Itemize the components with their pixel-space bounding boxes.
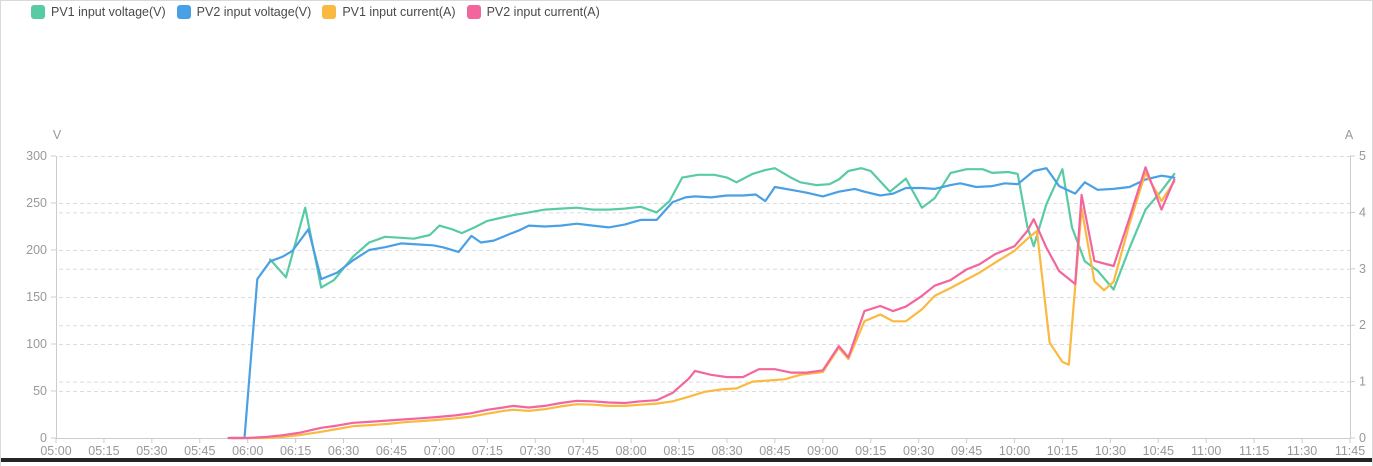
right-tick-label: 4 bbox=[1359, 205, 1366, 219]
x-tick-label: 09:30 bbox=[903, 444, 934, 458]
x-tick-label: 05:30 bbox=[136, 444, 167, 458]
x-tick-label: 06:00 bbox=[232, 444, 263, 458]
x-tick-label: 11:00 bbox=[1191, 444, 1221, 458]
x-tick-label: 05:45 bbox=[184, 444, 215, 458]
left-axis-unit: V bbox=[53, 128, 62, 142]
right-tick-label: 5 bbox=[1359, 149, 1366, 163]
x-tick-label: 08:45 bbox=[759, 444, 790, 458]
x-tick-label: 10:30 bbox=[1095, 444, 1126, 458]
x-tick-label: 07:15 bbox=[472, 444, 503, 458]
x-tick-label: 07:45 bbox=[568, 444, 599, 458]
pv2_current-legend-swatch-icon bbox=[466, 5, 481, 19]
x-tick-label: 11:45 bbox=[1335, 444, 1365, 458]
right-tick-label: 2 bbox=[1359, 318, 1366, 332]
series-line-pv2_voltage[interactable] bbox=[230, 167, 1176, 440]
x-tick-label: 11:15 bbox=[1239, 444, 1269, 458]
left-tick-label: 50 bbox=[33, 384, 47, 398]
right-tick-label: 1 bbox=[1359, 375, 1366, 389]
x-tick-label: 08:15 bbox=[663, 444, 694, 458]
x-tick-label: 10:45 bbox=[1143, 444, 1174, 458]
panel-bottom-edge bbox=[1, 458, 1372, 462]
left-tick-label: 0 bbox=[40, 431, 47, 445]
x-tick-label: 08:00 bbox=[615, 444, 646, 458]
legend-label: PV1 input voltage(V) bbox=[51, 5, 166, 19]
legend-label: PV2 input voltage(V) bbox=[196, 5, 312, 19]
x-tick-label: 08:30 bbox=[711, 444, 742, 458]
legend-item-pv2_current[interactable]: PV2 input current(A) bbox=[466, 5, 600, 19]
left-tick-label: 250 bbox=[26, 196, 47, 210]
x-tick-label: 11:30 bbox=[1287, 444, 1317, 458]
x-tick-label: 09:00 bbox=[807, 444, 838, 458]
right-tick-label: 3 bbox=[1359, 262, 1366, 276]
right-tick-label: 0 bbox=[1359, 431, 1366, 445]
series-line-pv2_current[interactable] bbox=[227, 166, 1176, 440]
left-tick-label: 150 bbox=[26, 290, 47, 304]
x-tick-label: 05:15 bbox=[88, 444, 119, 458]
x-tick-label: 09:45 bbox=[951, 444, 982, 458]
series-line-pv1_current[interactable] bbox=[227, 171, 1176, 440]
x-tick-label: 10:00 bbox=[999, 444, 1030, 458]
pv2_voltage-legend-swatch-icon bbox=[176, 5, 191, 19]
axis-tick-labels: 05:00 05:15 05:30 05:45 06:00 06:15 06:30 06:45… bbox=[26, 149, 1366, 458]
legend-item-pv2_voltage[interactable]: PV2 input voltage(V) bbox=[176, 5, 312, 19]
x-tick-label: 06:30 bbox=[328, 444, 359, 458]
legend-label: PV1 input current(A) bbox=[342, 5, 456, 19]
legend-label: PV2 input current(A) bbox=[486, 5, 600, 19]
legend: PV1 input voltage(V) PV2 input voltage(V)… bbox=[31, 5, 611, 19]
x-tick-label: 05:00 bbox=[40, 444, 71, 458]
x-tick-label: 06:45 bbox=[376, 444, 407, 458]
x-tick-label: 07:30 bbox=[520, 444, 551, 458]
x-tick-label: 09:15 bbox=[855, 444, 886, 458]
x-tick-label: 07:00 bbox=[424, 444, 455, 458]
legend-item-pv1_current[interactable]: PV1 input current(A) bbox=[322, 5, 456, 19]
left-tick-label: 200 bbox=[26, 243, 47, 257]
series-line-pv1_voltage[interactable] bbox=[269, 167, 1176, 291]
legend-item-pv1_voltage[interactable]: PV1 input voltage(V) bbox=[31, 5, 166, 19]
right-axis-unit: A bbox=[1345, 128, 1354, 142]
pv1_current-legend-swatch-icon bbox=[322, 5, 337, 19]
left-tick-label: 300 bbox=[26, 149, 47, 163]
x-tick-label: 06:15 bbox=[280, 444, 311, 458]
left-tick-label: 100 bbox=[26, 337, 47, 351]
pv1_voltage-legend-swatch-icon bbox=[31, 5, 45, 19]
x-tick-label: 10:15 bbox=[1047, 444, 1078, 458]
